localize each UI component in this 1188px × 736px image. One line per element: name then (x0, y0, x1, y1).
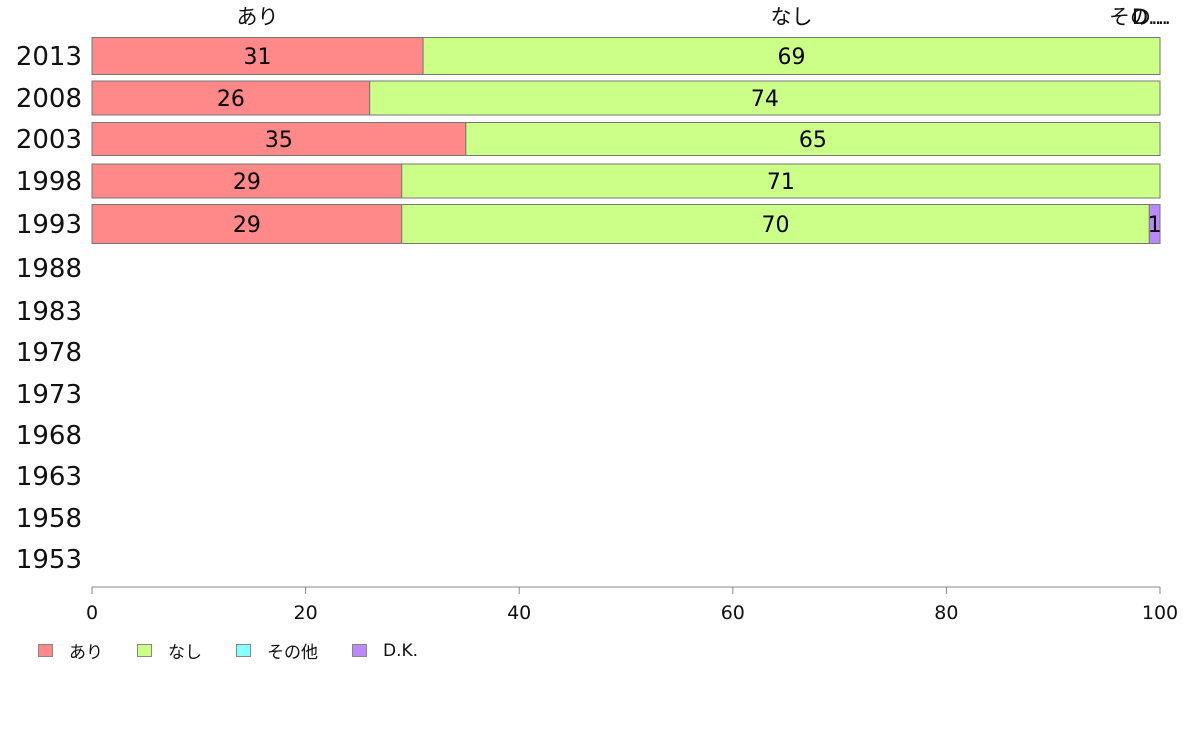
bar-2013-なし (422, 37, 1161, 75)
legend-swatch (38, 644, 53, 657)
legend-label: あり (69, 643, 103, 663)
bar-2008-あり (91, 80, 371, 116)
category-label-1953: 1953 (16, 545, 82, 575)
legend-swatch (137, 644, 152, 657)
data-label-2013-なし: 69 (778, 45, 806, 70)
top-label-0: あり (237, 5, 279, 29)
x-tick-label-80: 80 (934, 602, 958, 624)
category-label-1988: 1988 (16, 254, 82, 284)
top-label-3: D... (1132, 5, 1168, 29)
legend-label: D.K. (383, 640, 419, 661)
x-tick-label-40: 40 (507, 602, 531, 624)
data-label-1998-なし: 71 (767, 170, 795, 195)
x-tick-label-60: 60 (721, 602, 745, 624)
legend-item-その他: その他 (236, 638, 318, 663)
data-label-2003-なし: 65 (799, 128, 827, 153)
legend-label: その他 (267, 643, 318, 663)
category-label-1978: 1978 (16, 338, 82, 368)
category-label-2003: 2003 (16, 125, 82, 155)
bar-2003-あり (91, 122, 467, 156)
bar-1998-なし (401, 163, 1161, 199)
category-label-2013: 2013 (16, 42, 82, 72)
data-label-2008-なし: 74 (751, 87, 779, 112)
top-label-1: なし (771, 5, 813, 29)
data-label-1993-あり: 29 (233, 213, 261, 238)
bar-1993-なし (401, 204, 1150, 244)
legend-swatch (352, 644, 367, 657)
data-label-1993-なし: 70 (762, 213, 790, 238)
data-label-1998-あり: 29 (233, 170, 261, 195)
data-label-1993-D.K.: 1 (1148, 213, 1162, 238)
top-label-2: その... (1109, 5, 1171, 29)
top-series-labels: あり なし その...D... (237, 5, 1171, 29)
legend-item-D.K.: D.K. (352, 641, 418, 661)
category-label-1958: 1958 (16, 504, 82, 534)
legend-item-なし: なし (137, 638, 202, 663)
data-label-2003-あり: 35 (265, 128, 293, 153)
bar-1993-D.K. (1148, 204, 1161, 244)
category-label-1973: 1973 (16, 380, 82, 410)
legend: あり なし その他 D.K. (38, 638, 452, 663)
stacked-bar-chart: あり なし その...D... 2013 2008 2003 1998 1993 1988 19… (16, 5, 1178, 624)
category-label-1963: 1963 (16, 462, 82, 492)
bar-2008-なし (369, 80, 1161, 116)
bar-1998-あり (91, 163, 403, 199)
category-label-1998: 1998 (16, 167, 82, 197)
data-label-2008-あり: 26 (217, 87, 245, 112)
category-label-1983: 1983 (16, 297, 82, 327)
bar-1993-あり (91, 204, 403, 244)
legend-label: なし (168, 643, 202, 663)
legend-swatch (236, 644, 251, 657)
legend-item-あり: あり (38, 638, 103, 663)
x-tick-label-20: 20 (294, 602, 318, 624)
x-tick-label-100: 100 (1142, 602, 1178, 624)
bar-2013-あり (91, 37, 424, 75)
category-label-1993: 1993 (16, 210, 82, 240)
bar-2003-なし (465, 122, 1161, 156)
x-tick-label-0: 0 (86, 602, 98, 624)
bars: 31 69 26 74 35 65 29 71 29 70 1 (91, 37, 1162, 244)
data-label-2013-あり: 31 (244, 45, 272, 70)
x-axis: 0 20 40 60 80 100 (86, 586, 1178, 624)
category-label-2008: 2008 (16, 84, 82, 114)
category-labels: 2013 2008 2003 1998 1993 1988 1983 1978 1973 1968… (16, 42, 82, 575)
category-label-1968: 1968 (16, 421, 82, 451)
